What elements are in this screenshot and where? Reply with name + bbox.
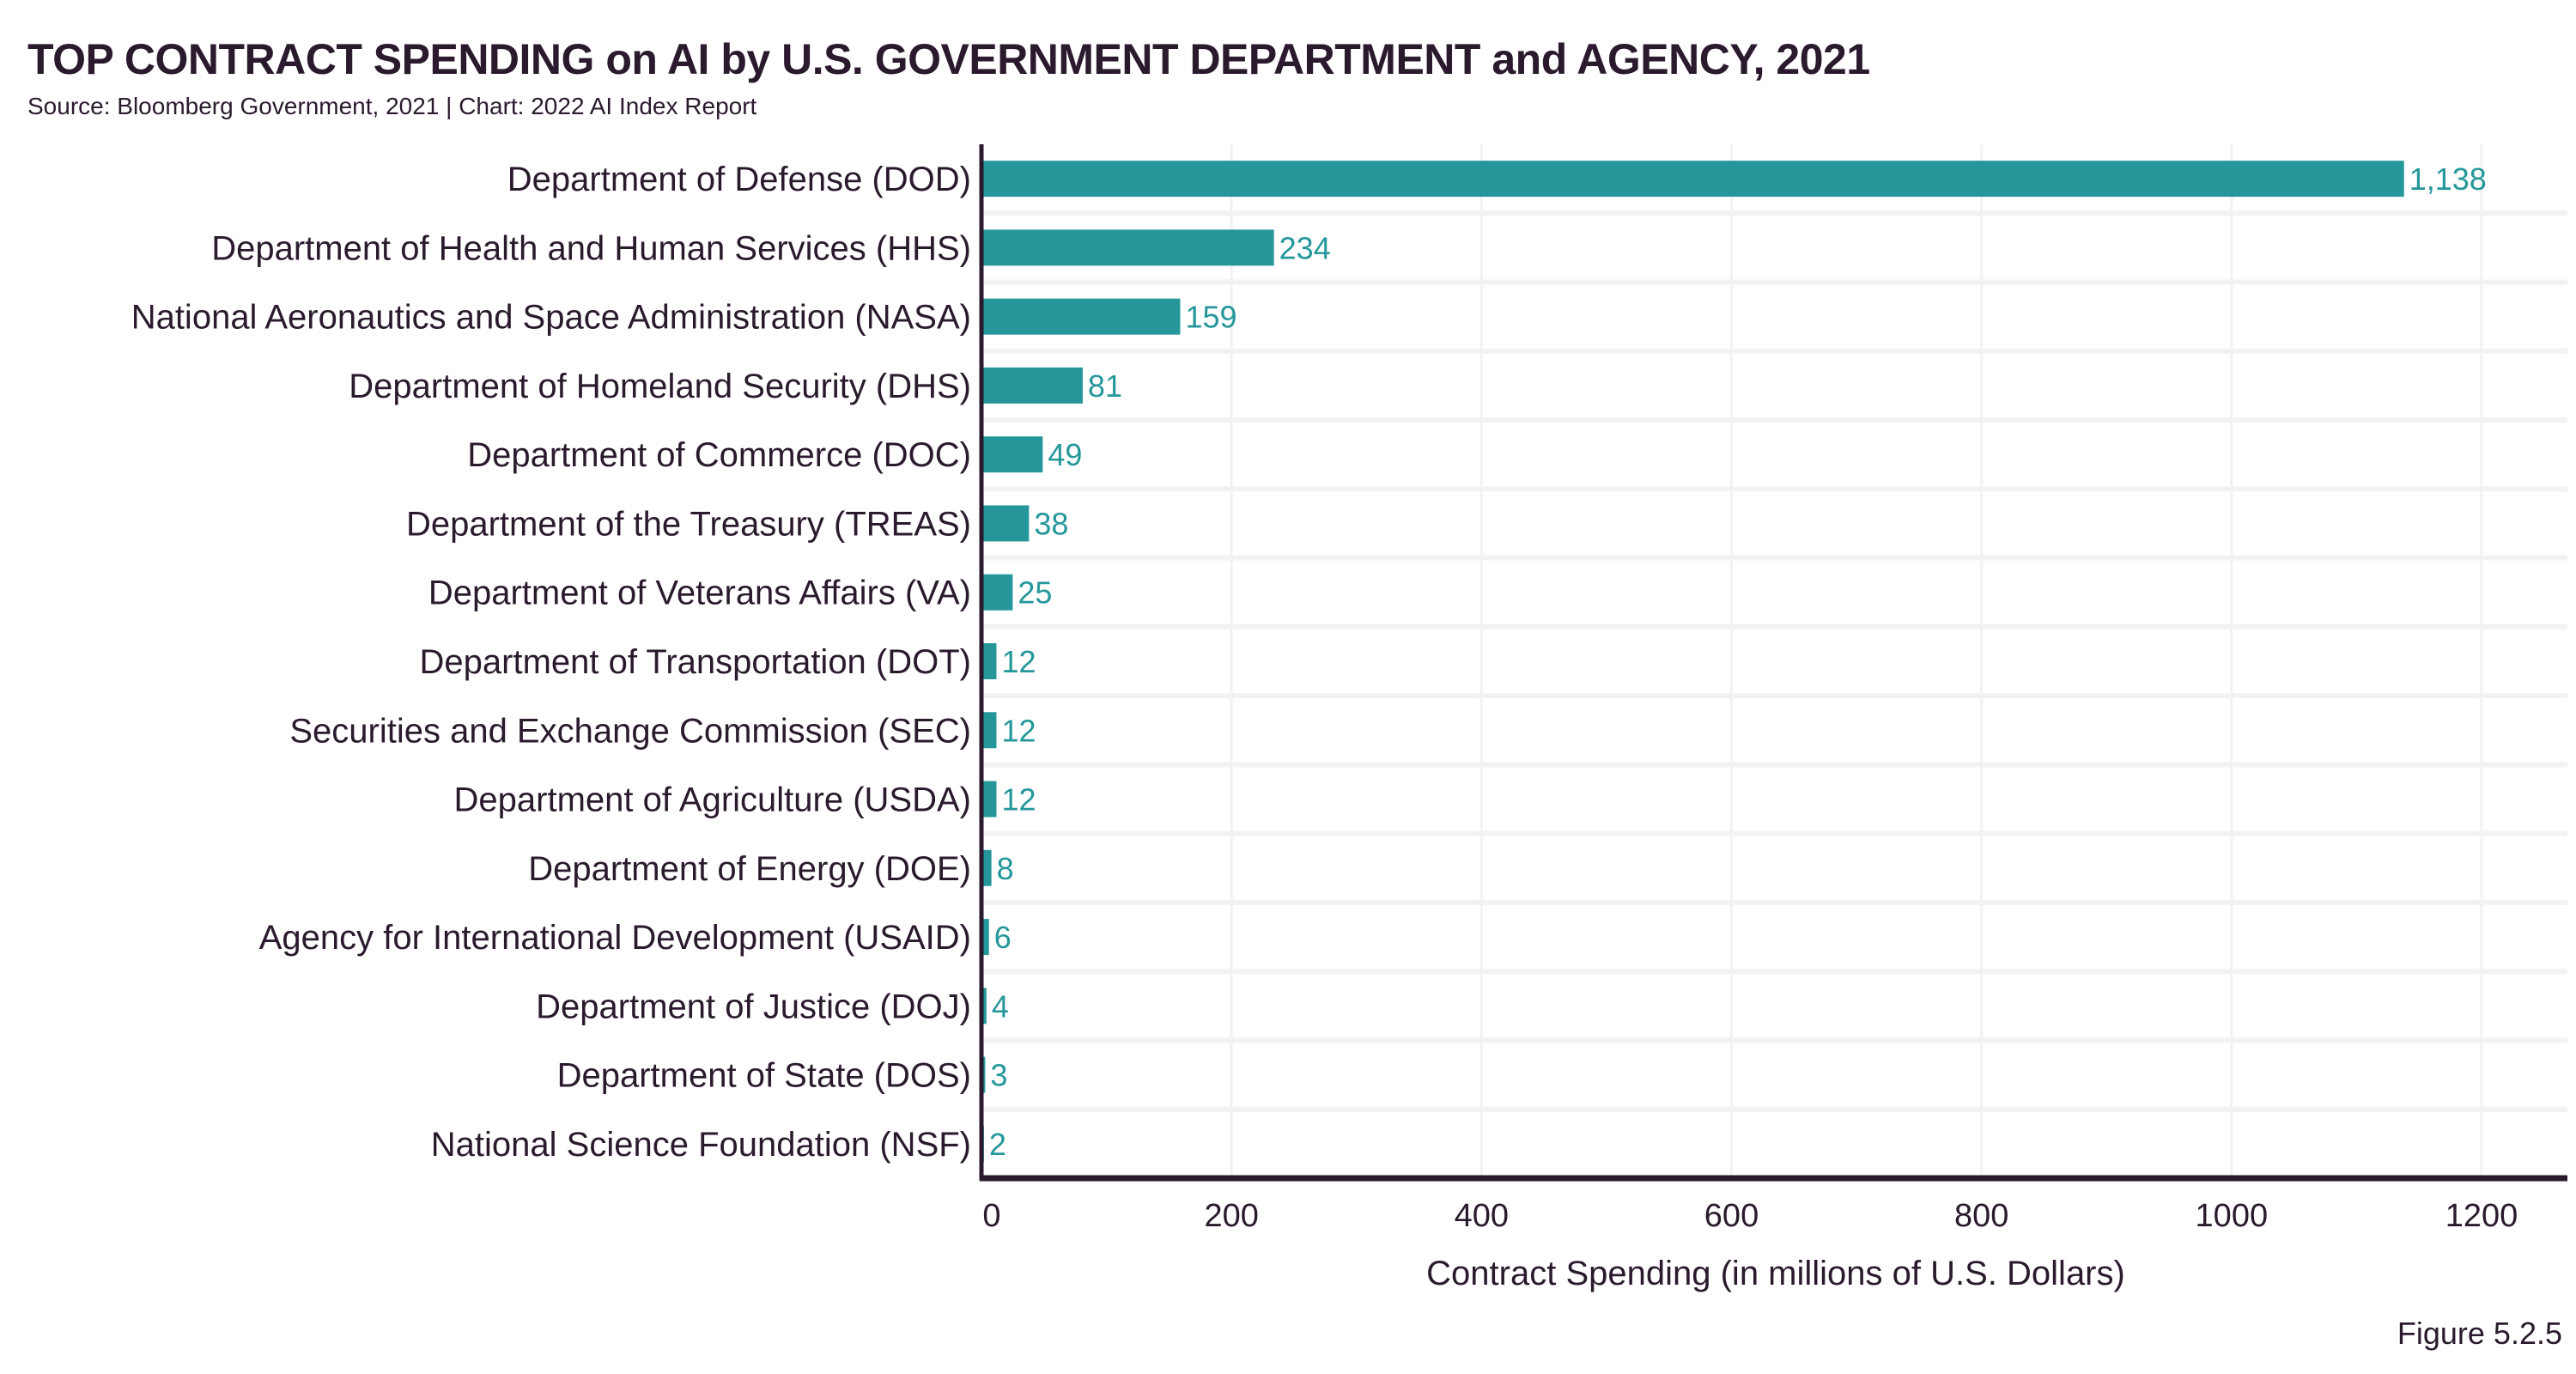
value-label: 49 [1048, 437, 1082, 472]
bar [981, 161, 2404, 198]
bar [981, 988, 987, 1024]
x-axis-title: Contract Spending (in millions of U.S. D… [1426, 1255, 2125, 1292]
category-label: Department of State (DOS) [557, 1057, 971, 1095]
bar [981, 781, 997, 818]
x-tick-label: 800 [1954, 1198, 2008, 1234]
category-label: National Aeronautics and Space Administr… [131, 299, 971, 337]
category-label: Department of Health and Human Services … [211, 229, 971, 267]
value-label: 3 [990, 1058, 1007, 1093]
x-tick-label: 600 [1704, 1198, 1759, 1234]
x-tick-label: 200 [1204, 1198, 1258, 1234]
value-label: 234 [1279, 230, 1331, 265]
bar [981, 298, 1181, 335]
axes: 0 200 400 600 800 1000 1200 [979, 144, 2567, 1234]
value-label: 38 [1034, 506, 1068, 541]
category-label: Department of Agriculture (USDA) [454, 781, 971, 819]
category-labels: Department of Defense (DOD) Department of… [131, 161, 971, 1164]
bar [981, 229, 1274, 266]
category-label: Department of Energy (DOE) [528, 850, 971, 888]
chart-source: Source: Bloomberg Government, 2021 | Cha… [27, 93, 757, 119]
bar [981, 712, 997, 749]
bar [981, 436, 1043, 473]
category-label: Department of Defense (DOD) [507, 161, 971, 198]
value-label: 12 [1001, 644, 1036, 679]
value-label: 12 [1001, 782, 1036, 818]
bar [981, 919, 989, 956]
category-label: Agency for International Development (US… [259, 919, 971, 957]
figure-number: Figure 5.2.5 [2397, 1316, 2562, 1351]
value-label: 4 [992, 988, 1009, 1024]
value-label: 159 [1185, 300, 1236, 335]
value-label: 25 [1018, 575, 1052, 611]
category-label: Department of Commerce (DOC) [467, 436, 971, 474]
x-tick-label: 400 [1455, 1198, 1509, 1234]
bar [981, 849, 992, 886]
x-tick-label: 0 [982, 1198, 1000, 1234]
bar [981, 505, 1030, 542]
grid-lines [981, 144, 2567, 1178]
x-tick-label: 1200 [2445, 1198, 2518, 1234]
bars [981, 161, 2404, 1162]
value-label: 6 [994, 920, 1012, 955]
x-tick-label: 1000 [2196, 1198, 2269, 1234]
category-label: National Science Foundation (NSF) [431, 1126, 971, 1164]
category-label: Department of Justice (DOJ) [536, 988, 971, 1025]
bar [981, 643, 997, 679]
bar [981, 367, 1083, 404]
category-label: Securities and Exchange Commission (SEC) [289, 712, 971, 750]
value-label: 8 [997, 851, 1014, 886]
bar [981, 574, 1013, 611]
category-label: Department of Homeland Security (DHS) [349, 368, 971, 405]
category-label: Department of Transportation (DOT) [420, 643, 971, 681]
value-label: 2 [989, 1127, 1006, 1162]
category-label: Department of the Treasury (TREAS) [406, 505, 971, 543]
value-label: 81 [1088, 368, 1122, 404]
chart-title: TOP CONTRACT SPENDING on AI by U.S. GOVE… [27, 35, 1870, 83]
value-label: 12 [1001, 713, 1036, 748]
category-label: Department of Veterans Affairs (VA) [428, 575, 971, 612]
value-label: 1,138 [2409, 161, 2487, 197]
